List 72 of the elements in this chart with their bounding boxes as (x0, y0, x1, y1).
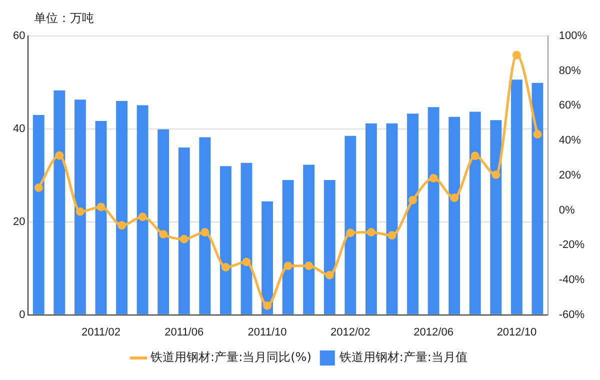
y2-tick-label: -20% (558, 239, 585, 252)
bar (158, 129, 170, 314)
point (512, 50, 521, 60)
point (492, 170, 500, 179)
bar (74, 100, 86, 314)
bar (324, 180, 336, 314)
y-tick-label: 20 (12, 216, 26, 228)
point (159, 230, 168, 239)
point (55, 151, 64, 160)
bar (303, 164, 315, 314)
y-tick-label: 60 (12, 30, 26, 42)
x-tick-label: 2012/06 (414, 326, 454, 338)
x-tick-label: 2012/10 (496, 326, 537, 338)
point (533, 130, 542, 139)
bar (178, 148, 190, 314)
bar (54, 90, 66, 314)
point (76, 207, 84, 216)
y2-tick-label: 80% (558, 64, 582, 77)
bar (386, 123, 398, 314)
bar (510, 80, 522, 314)
point (221, 262, 230, 272)
point (470, 152, 480, 160)
x-tick-label: 2011/10 (248, 326, 287, 338)
y2-tick-label: 20% (558, 169, 582, 182)
point (346, 228, 355, 238)
bar (469, 112, 481, 314)
point (408, 196, 418, 204)
point (388, 231, 396, 240)
point (138, 212, 147, 222)
bar (240, 162, 252, 314)
bar (136, 105, 148, 314)
bar (262, 201, 273, 314)
point (429, 174, 438, 182)
point (366, 228, 376, 236)
y2-tick-label: 0% (558, 204, 575, 216)
bar (220, 166, 232, 314)
bar (448, 116, 460, 314)
y2-tick-label: 100% (558, 30, 588, 42)
y-tick-label: 40 (12, 122, 26, 135)
bar (428, 107, 440, 314)
point (304, 262, 314, 270)
bar (344, 136, 356, 314)
point (96, 202, 106, 212)
bar (116, 101, 128, 314)
y2-tick-label: -40% (558, 274, 585, 286)
bar (490, 120, 502, 314)
bar (407, 114, 418, 314)
legend-label: 铁道用钢材:产量:当月同比(%) (150, 350, 312, 364)
point (325, 270, 334, 280)
point (180, 234, 188, 244)
point (118, 221, 126, 230)
bar (282, 180, 294, 314)
x-tick-label: 2012/02 (330, 326, 370, 338)
point (200, 228, 210, 236)
bar (532, 82, 544, 314)
y-axis-title: 单位：万吨 (34, 10, 94, 27)
y2-tick-label: 60% (558, 100, 582, 112)
bar (199, 137, 211, 314)
bar (32, 114, 44, 314)
y2-tick-label: 40% (558, 134, 582, 147)
point (242, 258, 251, 266)
point (263, 301, 272, 310)
point (284, 262, 292, 270)
y-tick-label: 0 (19, 308, 26, 321)
bar (95, 121, 107, 314)
point (450, 193, 459, 202)
x-tick-label: 2011/06 (164, 326, 204, 338)
y2-tick-label: -60% (558, 308, 585, 321)
point (34, 184, 43, 192)
bar (365, 123, 377, 314)
x-tick-label: 2011/02 (82, 326, 120, 338)
legend-label: 铁道用钢材:产量:当月值 (338, 350, 468, 364)
